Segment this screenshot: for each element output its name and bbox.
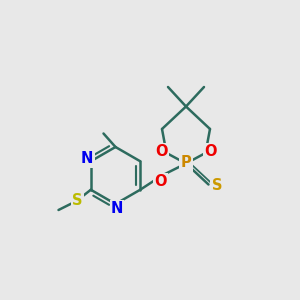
Text: N: N — [81, 151, 93, 166]
Text: O: O — [154, 174, 167, 189]
Text: P: P — [181, 155, 191, 170]
Text: O: O — [155, 144, 167, 159]
Text: S: S — [72, 193, 82, 208]
Text: N: N — [111, 201, 123, 216]
Text: S: S — [212, 178, 222, 193]
Text: O: O — [205, 144, 217, 159]
